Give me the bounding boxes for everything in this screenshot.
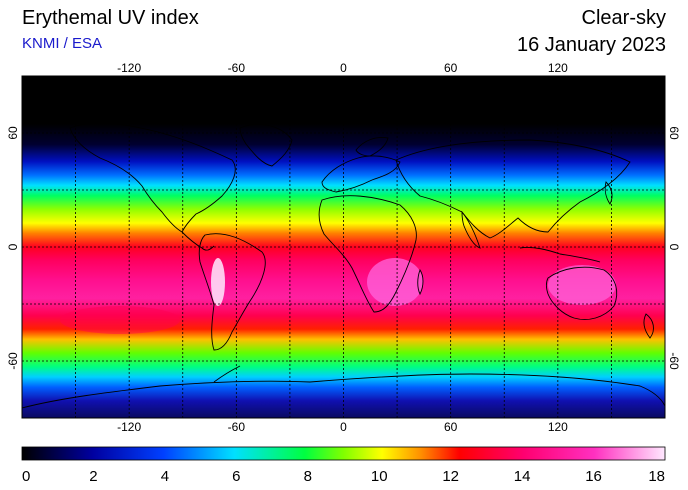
coast-south-america: [198, 233, 266, 351]
coast-europe: [321, 155, 401, 193]
coast-antarctic-peninsula: [213, 365, 241, 383]
map-frame: [21, 75, 666, 419]
coast-new-zealand: [643, 313, 654, 339]
lat-tick-label-right: 0: [667, 244, 681, 251]
map-source: KNMI / ESA: [22, 35, 103, 52]
lon-tick-label-bottom: 120: [548, 420, 568, 434]
axis-ticks: -120 -120 -60 -60 0 0 60 60 120 120 60 60 0 0 -60 -60: [6, 61, 681, 434]
south-pacific-band: [60, 306, 180, 334]
coast-greenland: [239, 124, 293, 167]
map-area: [21, 75, 666, 419]
lon-tick-label-top: 120: [548, 61, 568, 75]
colorbar-tick-label: 16: [585, 468, 602, 485]
australia-hotspot: [548, 265, 616, 305]
lon-tick-label-top: 0: [340, 61, 347, 75]
coast-antarctica: [22, 373, 665, 409]
sky-condition-label: Clear-sky: [581, 7, 666, 29]
coast-japan: [604, 181, 613, 205]
colorbar-labels: 0 2 4 6 8 10 12 14 16 18: [22, 468, 665, 485]
coastlines: [22, 122, 665, 409]
uv-hotspots: [60, 258, 616, 334]
coast-australia: [546, 266, 618, 320]
lat-tick-label-left: 0: [6, 243, 20, 250]
colorbar-tick-label: 14: [514, 468, 531, 485]
lon-tick-label-bottom: 60: [444, 420, 458, 434]
colorbar-tick-label: 6: [232, 468, 240, 485]
coast-asia: [395, 139, 631, 239]
coast-madagascar: [417, 269, 424, 296]
lon-tick-label-bottom: -120: [117, 420, 141, 434]
lon-tick-label-bottom: -60: [228, 420, 246, 434]
lon-tick-label-top: 60: [444, 61, 458, 75]
coast-central-america: [181, 231, 215, 251]
colorbar-frame: [21, 446, 666, 461]
lon-tick-label-top: -60: [228, 61, 246, 75]
colorbar-tick-label: 2: [89, 468, 97, 485]
colorbar-scale: [22, 447, 665, 460]
lat-tick-label-left: -60: [6, 352, 20, 370]
lon-tick-label-top: -120: [117, 61, 141, 75]
colorbar-tick-label: 18: [648, 468, 665, 485]
colorbar-tick-label: 10: [371, 468, 388, 485]
graticule: [22, 76, 665, 418]
coast-scandinavia: [355, 137, 389, 157]
colorbar: 0 2 4 6 8 10 12 14 16 18: [21, 446, 666, 485]
lat-tick-label-right: -60: [667, 352, 681, 370]
andes-hotspot: [211, 258, 225, 306]
lat-tick-label-left: 60: [6, 126, 20, 140]
colorbar-tick-label: 0: [22, 468, 30, 485]
colorbar-tick-label: 4: [161, 468, 169, 485]
coast-north-america: [69, 122, 236, 233]
colorbar-tick-label: 8: [304, 468, 312, 485]
map-date: 16 January 2023: [516, 34, 666, 56]
lon-tick-label-bottom: 0: [340, 420, 347, 434]
lat-tick-label-right: 60: [667, 126, 681, 140]
africa-hotspot: [367, 258, 423, 306]
colorbar-tick-label: 12: [442, 468, 459, 485]
coast-indian-subcontinent: [461, 210, 481, 249]
map-title: Erythemal UV index: [22, 7, 199, 29]
coast-africa: [318, 195, 417, 313]
coast-indonesia: [519, 247, 601, 263]
